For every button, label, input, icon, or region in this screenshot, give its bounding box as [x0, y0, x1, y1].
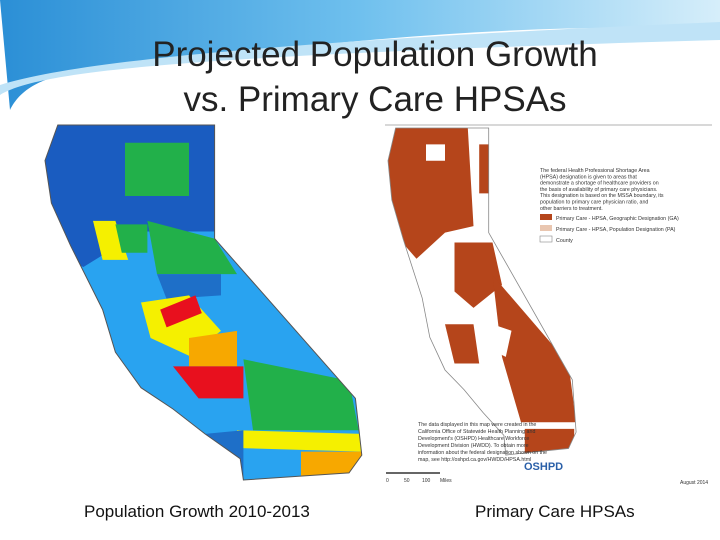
- legend-swatch: [540, 225, 552, 231]
- note-line: California Office of Statewide Health Pl…: [418, 429, 535, 435]
- scale-label: 0: [386, 478, 389, 484]
- legend-swatch: [540, 214, 552, 220]
- title-line: Projected Population Growth: [152, 35, 598, 74]
- map-date: August 2014: [680, 480, 708, 486]
- description-line: This designation is based on the MSSA bo…: [540, 193, 664, 199]
- note-line: The data displayed in this map were crea…: [418, 422, 536, 428]
- scale-label: Miles: [440, 478, 452, 484]
- note-line: map, see http://oshpd.ca.gov/HWDD/HPSA.h…: [418, 457, 531, 463]
- legend-label: Primary Care - HPSA, Population Designat…: [556, 227, 676, 233]
- scale-label: 100: [422, 478, 431, 484]
- logo: OSHPD: [524, 461, 563, 473]
- description-line: (HPSA) designation is given to areas tha…: [540, 174, 637, 180]
- right-caption: Primary Care HPSAs: [475, 502, 635, 521]
- note-line: information about the federal designatio…: [418, 450, 547, 456]
- description-line: demonstrate a shortage of healthcare pro…: [540, 181, 659, 187]
- description-line: other barriers to treatment.: [540, 206, 603, 212]
- legend-swatch: [539, 235, 553, 243]
- note-line: Development's (OSHPD) Healthcare Workfor…: [418, 436, 529, 442]
- legend-label: County: [556, 238, 573, 244]
- header-swoosh-light: [0, 22, 720, 95]
- scale-label: 50: [404, 478, 410, 484]
- left-caption: Population Growth 2010-2013: [84, 502, 310, 521]
- description-line: The federal Health Professional Shortage…: [540, 168, 650, 174]
- header-swoosh: [0, 0, 720, 110]
- legend-label: Primary Care - HPSA, Geographic Designat…: [556, 216, 679, 222]
- description-line: population to primary care physician rat…: [540, 200, 648, 206]
- description-line: the basis of availability of primary car…: [540, 187, 657, 193]
- note-line: Development Division (HWDD). To obtain m…: [418, 443, 529, 449]
- title-line: vs. Primary Care HPSAs: [183, 80, 567, 119]
- left-map: [45, 125, 365, 480]
